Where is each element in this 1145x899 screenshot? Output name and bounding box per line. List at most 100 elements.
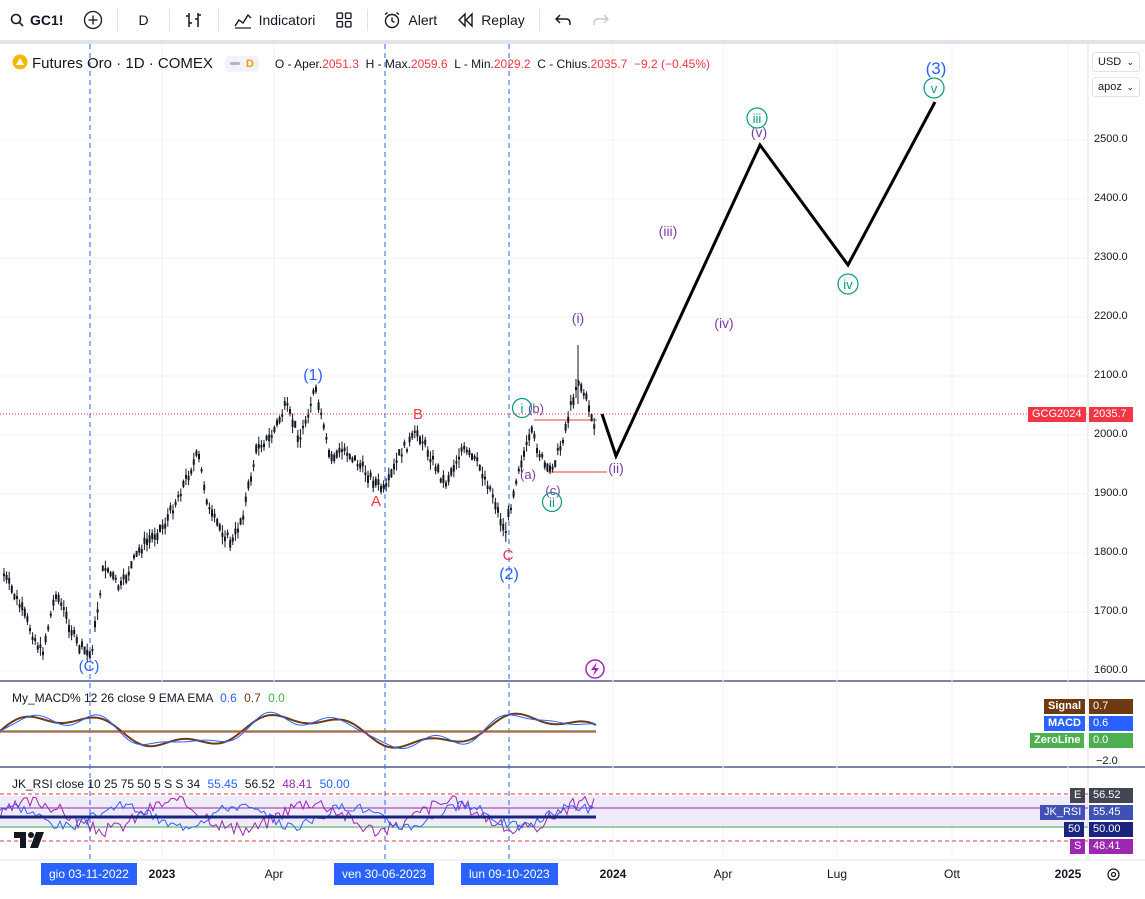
wave-label-c-bottom: (C)	[79, 658, 100, 675]
candle-body	[75, 637, 78, 644]
candle-body	[49, 613, 52, 616]
candle-body	[549, 465, 551, 472]
event-marker[interactable]	[585, 659, 605, 679]
candle-body	[515, 480, 518, 484]
indicators-label: Indicatori	[258, 12, 316, 28]
candle-body	[406, 449, 408, 452]
candle-body	[348, 454, 351, 459]
candle-body	[569, 401, 572, 405]
candle-body	[42, 651, 44, 656]
candle-body	[99, 593, 102, 596]
candle-body	[39, 644, 42, 649]
price-tick-label: 2500.0	[1094, 133, 1128, 145]
candle-body	[372, 480, 375, 488]
wave-label-i-paren: (i)	[572, 310, 584, 326]
redo-button[interactable]	[582, 0, 620, 40]
currency-select[interactable]: USD ⌄	[1092, 52, 1140, 72]
candle-body	[481, 473, 484, 479]
undo-button[interactable]	[544, 0, 582, 40]
candle-body	[343, 447, 346, 451]
candle-body	[13, 594, 16, 600]
rsi-title[interactable]: JK_RSI close 10 25 75 50 5 S S 34 55.45 …	[12, 777, 350, 791]
price-tick-label: 2200.0	[1094, 310, 1128, 322]
candle-body	[18, 604, 21, 608]
compare-button[interactable]	[73, 0, 113, 40]
candle-body	[270, 435, 273, 438]
candle-body	[244, 496, 247, 502]
candle-body	[250, 476, 252, 482]
status-pill[interactable]: D	[224, 55, 259, 72]
symbol-title: Futures Oro · 1D · COMEX	[32, 55, 213, 72]
candle-body	[198, 453, 200, 460]
rsi-s-value: 48.41	[1089, 839, 1133, 854]
chevron-down-icon: ⌄	[1126, 81, 1134, 92]
candle-body	[442, 475, 445, 484]
candle-body	[455, 461, 458, 464]
macd-title[interactable]: My_MACD% 12 26 close 9 EMA EMA 0.6 0.7 0…	[12, 691, 285, 705]
candle-body	[31, 636, 34, 641]
toolbar-divider	[168, 9, 170, 31]
candle-body	[471, 453, 473, 460]
alert-button[interactable]: Alert	[372, 0, 447, 40]
candle-body	[112, 572, 115, 580]
candle-body	[242, 515, 245, 520]
candle-body	[83, 646, 86, 655]
candle-body	[8, 578, 11, 584]
candle-body	[276, 420, 278, 426]
candle-body	[21, 602, 24, 611]
search-icon	[10, 13, 24, 27]
chart-area: (C) (1) (2) (3) A B C i (b) (a) (c) ii (…	[0, 44, 1145, 899]
chart-type-button[interactable]	[174, 0, 214, 40]
time-tick-label: Ott	[943, 867, 961, 881]
candle-body	[52, 599, 55, 606]
settings-gear-icon[interactable]	[1106, 867, 1121, 885]
candle-body	[359, 463, 362, 469]
candle-body	[294, 420, 297, 428]
rsi-main-value: 55.45	[1089, 805, 1133, 820]
candle-body	[200, 469, 203, 472]
candle-body	[380, 486, 382, 492]
candle-body	[478, 464, 481, 471]
templates-button[interactable]	[325, 0, 363, 40]
candle-body	[491, 494, 494, 498]
chart-canvas[interactable]: (C) (1) (2) (3) A B C i (b) (a) (c) ii (…	[0, 44, 1145, 899]
price-tick-label: 1800.0	[1094, 546, 1128, 558]
time-tick-label: 2024	[599, 867, 627, 881]
candle-body	[120, 580, 122, 586]
candle-body	[172, 510, 174, 514]
candle-body	[286, 403, 289, 406]
candle-body	[476, 457, 479, 462]
candle-body	[432, 455, 434, 460]
candle-body	[127, 571, 130, 576]
wave-label-c: C	[503, 547, 514, 564]
candle-body	[354, 455, 356, 461]
rsi-50-value: 50.00	[1089, 822, 1133, 837]
candle-body	[125, 575, 128, 583]
candle-body	[504, 531, 507, 534]
date-marker: gio 03-11-2022	[41, 863, 137, 885]
toolbar-divider	[217, 9, 219, 31]
candle-body	[517, 468, 520, 472]
wave-label-i-circle: i	[521, 401, 524, 416]
candle-body	[593, 424, 596, 429]
candle-body	[62, 607, 65, 610]
candle-body	[135, 551, 138, 557]
indicators-button[interactable]: Indicatori	[223, 0, 326, 40]
candle-body	[320, 412, 323, 416]
price-tick-label: 2000.0	[1094, 428, 1128, 440]
tradingview-logo[interactable]	[14, 830, 46, 854]
candle-body	[369, 472, 372, 477]
candle-body	[393, 463, 395, 470]
candle-body	[247, 481, 250, 489]
symbol-search[interactable]: GC1!	[0, 0, 73, 40]
candle-body	[364, 472, 367, 475]
replay-button[interactable]: Replay	[447, 0, 535, 40]
candle-body	[10, 585, 13, 593]
interval-button[interactable]: D	[122, 0, 164, 40]
candle-body	[143, 537, 146, 544]
scale-mode-select[interactable]: apoz ⌄	[1092, 77, 1140, 97]
candle-body	[575, 386, 577, 391]
rsi-line	[0, 795, 595, 838]
wave-label-2: (2)	[499, 566, 519, 583]
candle-body	[473, 456, 476, 460]
